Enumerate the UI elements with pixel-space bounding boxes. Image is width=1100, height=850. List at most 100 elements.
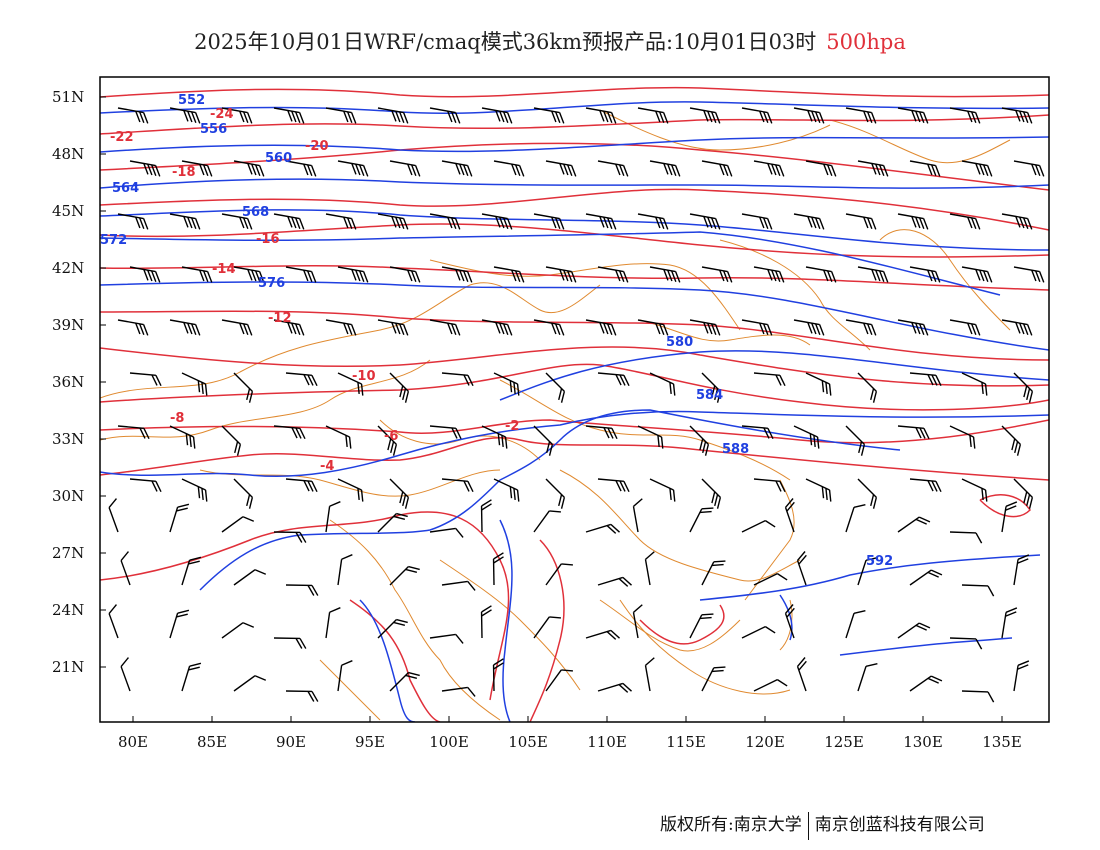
wind-barb: [377, 319, 409, 336]
wind-barb: [325, 607, 341, 639]
wind-barb: [325, 107, 357, 124]
wind-barbs-layer: [108, 107, 1045, 703]
wind-barb: [337, 266, 369, 283]
wind-barb: [909, 266, 941, 283]
wind-barb: [597, 372, 630, 387]
wind-barb: [273, 425, 306, 440]
wind-barb: [961, 690, 995, 703]
wind-barb: [585, 319, 617, 336]
wind-barb: [481, 319, 513, 336]
wind-barb: [377, 425, 398, 456]
wind-barb: [961, 478, 988, 502]
lon-label: 110E: [587, 733, 627, 751]
wind-barb: [701, 372, 722, 403]
wind-barb: [793, 213, 825, 230]
lat-label: 30N: [52, 487, 85, 505]
wind-barb: [689, 613, 714, 639]
wind-barb: [585, 107, 617, 124]
lon-label: 100E: [429, 733, 469, 751]
wind-barb: [492, 552, 504, 586]
wind-barb: [108, 604, 119, 639]
wind-barb: [533, 319, 565, 336]
wind-barb: [637, 107, 669, 124]
wind-barb: [649, 160, 681, 177]
wind-barb: [493, 266, 525, 283]
wind-barb: [233, 160, 265, 177]
wind-barb: [597, 266, 629, 283]
wind-barb: [857, 266, 889, 283]
wind-barb: [585, 523, 620, 534]
temp-label-neg2: -2: [505, 419, 519, 434]
wind-barb: [949, 107, 981, 124]
wind-barb: [1013, 372, 1034, 403]
height-label-588: 588: [722, 442, 749, 457]
wind-barb: [632, 498, 643, 533]
wind-barb: [221, 622, 255, 639]
wind-barb: [597, 576, 632, 587]
wind-barb: [169, 425, 196, 449]
wind-barb: [793, 107, 825, 124]
wind-barb: [805, 160, 837, 177]
temp-label-neg10: -10: [352, 369, 376, 384]
wind-barb: [784, 498, 795, 533]
wind-barb: [793, 319, 825, 336]
wind-barb: [181, 266, 213, 283]
lon-label: 105E: [508, 733, 548, 751]
wind-barb: [961, 372, 988, 396]
wind-barb: [644, 551, 655, 586]
wind-barb: [337, 554, 353, 586]
wind-barb: [857, 160, 889, 177]
wind-barb: [649, 372, 676, 396]
wind-barb: [796, 551, 807, 586]
wind-barb: [441, 160, 473, 177]
height-label-556: 556: [200, 122, 227, 137]
wind-barb: [701, 666, 726, 692]
wind-barb: [221, 516, 255, 533]
wind-barb: [1001, 607, 1018, 639]
wind-barb: [481, 425, 508, 449]
wind-barb: [689, 107, 721, 124]
wind-barb: [637, 425, 664, 449]
wind-barb: [429, 107, 461, 124]
wind-barb: [221, 213, 253, 230]
height-label-584: 584: [696, 388, 723, 403]
temp-label-neg24: -24: [210, 107, 234, 122]
wind-barb: [285, 372, 318, 387]
height-label-576: 576: [258, 276, 285, 291]
temp-label-neg16: -16: [256, 232, 280, 247]
wind-barb: [949, 213, 981, 230]
wind-barb: [753, 372, 786, 387]
wind-barb: [493, 478, 520, 502]
wind-barb: [120, 657, 131, 692]
wind-barb: [637, 319, 669, 336]
wind-barb: [221, 425, 242, 456]
wind-barb: [169, 107, 201, 124]
wind-barb: [1001, 425, 1022, 456]
wind-barb: [701, 160, 733, 177]
wind-barb: [273, 531, 307, 543]
wind-barb: [649, 266, 681, 283]
wind-barb: [337, 478, 364, 502]
wind-barb: [169, 213, 201, 230]
wind-barb: [753, 478, 786, 493]
wind-barb: [325, 501, 341, 533]
wind-barb: [389, 565, 420, 586]
wind-barb: [389, 266, 421, 283]
wind-barb: [1013, 554, 1030, 586]
lat-label: 45N: [52, 202, 85, 220]
wind-barb: [325, 319, 357, 336]
footer-divider: [807, 811, 809, 840]
wind-barb: [108, 498, 119, 533]
height-label-592: 592: [866, 554, 893, 569]
temp-label-neg18: -18: [172, 165, 196, 180]
wind-barb: [545, 478, 566, 509]
wind-barb: [545, 372, 566, 403]
wind-barb: [389, 671, 420, 692]
wind-barb: [129, 160, 161, 177]
wind-barb: [949, 319, 981, 336]
height-label-568: 568: [242, 205, 269, 220]
wind-barb: [1001, 319, 1033, 336]
height-contours: [100, 101, 1049, 722]
wind-barb: [181, 160, 213, 177]
